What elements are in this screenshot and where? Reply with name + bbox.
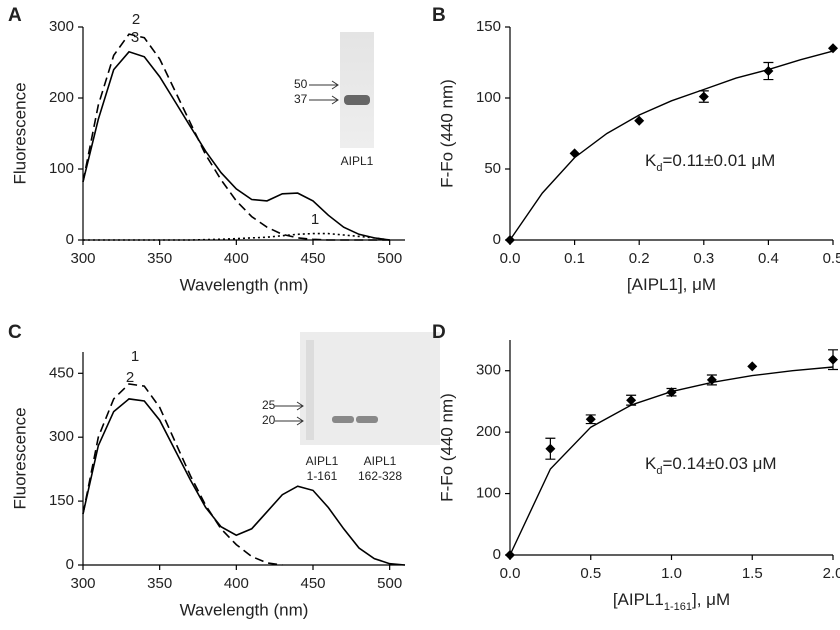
y-tick-label: 300 (476, 362, 501, 379)
annotation-rest: =0.11±0.01 μM (662, 151, 775, 170)
annotation-rest: =0.14±0.03 μM (662, 454, 776, 473)
data-point (545, 443, 556, 454)
data-point (666, 387, 677, 398)
annotation-main: K (645, 151, 657, 170)
x-tick-label: 400 (224, 250, 249, 267)
curve (82, 383, 283, 566)
gel-inset-a (309, 32, 374, 148)
annotation: Kd=0.14±0.03 μM (645, 454, 777, 476)
gel-lane-label: AIPL1 (341, 154, 374, 168)
x-axis-title: Wavelength (nm) (180, 600, 309, 619)
y-tick-label: 450 (49, 364, 74, 381)
y-tick-label: 150 (49, 492, 74, 509)
data-point (763, 66, 774, 77)
x-tick-label: 400 (224, 575, 249, 592)
x-tick-label: 350 (147, 250, 172, 267)
x-tick-label: 0.0 (500, 565, 521, 582)
gel-marker: 25 (262, 398, 276, 412)
x-tick-label: 1.5 (742, 565, 763, 582)
curve-label: 1 (311, 211, 319, 228)
x-tick-label: 0.5 (823, 250, 840, 267)
panel-letter: C (8, 322, 22, 343)
y-tick-label: 0 (66, 231, 74, 248)
gel-marker: 20 (262, 413, 276, 427)
x-axis-title: [AIPL1], μM (627, 275, 716, 294)
y-axis-title: F-Fo (440 nm) (437, 79, 456, 188)
curve (82, 33, 390, 241)
curve (82, 398, 406, 566)
y-axis-title: F-Fo (440 nm) (437, 393, 456, 502)
data-point (505, 235, 515, 245)
data-point (698, 91, 709, 102)
curve-label: 1 (131, 348, 139, 365)
x-tick-label: 450 (300, 250, 325, 267)
y-tick-label: 300 (49, 428, 74, 445)
y-axis-title: Fluorescence (10, 407, 29, 509)
y-tick-label: 100 (476, 485, 501, 502)
x-axis-title: Wavelength (nm) (180, 275, 309, 294)
annotation-main: K (645, 454, 657, 473)
annotation: Kd=0.11±0.01 μM (645, 151, 775, 173)
data-point (569, 148, 580, 159)
annotation-sub: d (656, 465, 662, 477)
curve-label: 2 (132, 11, 140, 28)
data-point (706, 374, 717, 385)
y-tick-label: 100 (476, 89, 501, 106)
fit-curve (509, 50, 834, 241)
data-point (626, 395, 637, 406)
x-tick-label: 0.3 (693, 250, 714, 267)
gel-lane-label: 1-161 (307, 469, 338, 483)
x-tick-label: 0.4 (758, 250, 779, 267)
y-tick-label: 0 (493, 231, 501, 248)
gel-lane-label: AIPL1 (364, 454, 397, 468)
x-tick-label: 300 (70, 250, 95, 267)
data-point (747, 361, 758, 372)
curve (82, 50, 390, 241)
gel-inset-c (275, 332, 440, 445)
x-tick-label: 350 (147, 575, 172, 592)
x-tick-label: 0.0 (500, 250, 521, 267)
panel-letter: A (8, 5, 22, 26)
y-tick-label: 0 (66, 556, 74, 573)
panel-letter: D (432, 322, 446, 343)
x-axis-title-rest: ], μM (692, 590, 730, 609)
gel-marker: 50 (294, 77, 308, 91)
data-point (585, 414, 596, 425)
x-tick-label: 0.1 (564, 250, 585, 267)
y-axis-title: Fluorescence (10, 82, 29, 184)
curve-label: 3 (131, 29, 139, 46)
gel-lane-label: 162-328 (358, 469, 402, 483)
curve-label: 2 (126, 369, 134, 386)
panel-letter: B (432, 5, 446, 26)
x-axis-title-main: [AIPL1 (613, 590, 664, 609)
x-tick-label: 450 (300, 575, 325, 592)
data-point (828, 354, 838, 365)
curve (83, 232, 390, 241)
x-tick-label: 0.2 (629, 250, 650, 267)
data-point (634, 115, 645, 126)
data-point (505, 550, 515, 560)
gel-marker: 37 (294, 92, 308, 106)
annotation-sub: d (656, 162, 662, 174)
x-tick-label: 0.5 (580, 565, 601, 582)
y-tick-label: 0 (493, 546, 501, 563)
x-tick-label: 2.0 (823, 565, 840, 582)
y-tick-label: 100 (49, 160, 74, 177)
y-tick-label: 200 (476, 423, 501, 440)
gel-lane-label: AIPL1 (306, 454, 339, 468)
x-axis-title: [AIPL11-161], μM (613, 590, 730, 612)
y-tick-label: 150 (476, 18, 501, 35)
x-axis-title-main: [AIPL1], μM (627, 275, 716, 294)
x-tick-label: 500 (377, 250, 402, 267)
y-tick-label: 200 (49, 89, 74, 106)
x-tick-label: 500 (377, 575, 402, 592)
y-tick-label: 300 (49, 18, 74, 35)
x-tick-label: 1.0 (661, 565, 682, 582)
x-axis-title-sub: 1-161 (664, 601, 692, 613)
x-tick-label: 300 (70, 575, 95, 592)
data-point (828, 43, 838, 54)
y-tick-label: 50 (484, 160, 501, 177)
